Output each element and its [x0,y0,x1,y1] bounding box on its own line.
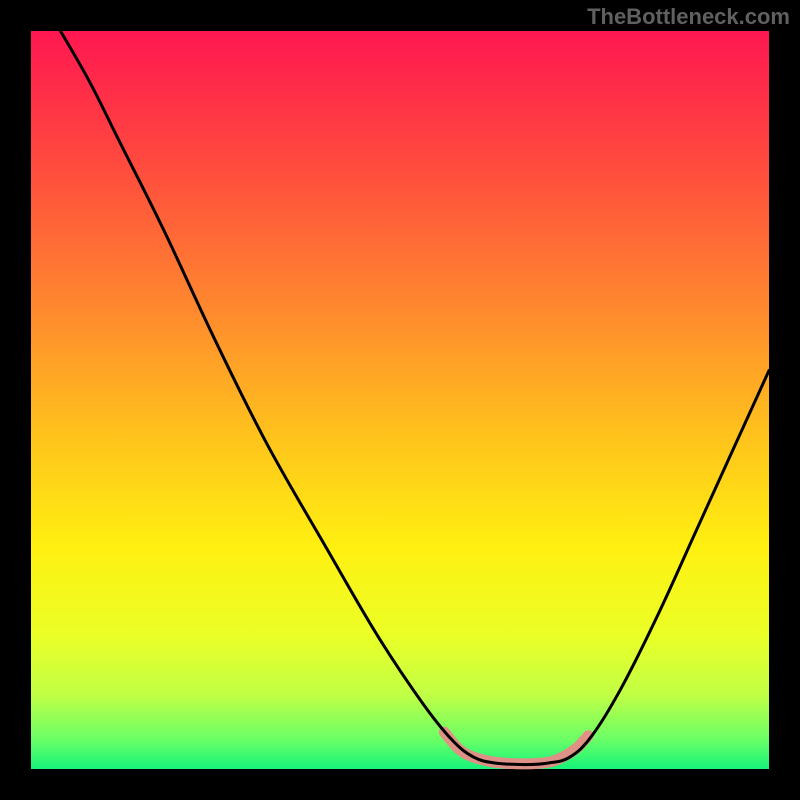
chart-stage: TheBottleneck.com [0,0,800,800]
plot-background [31,31,769,769]
bottleneck-chart [0,0,800,800]
